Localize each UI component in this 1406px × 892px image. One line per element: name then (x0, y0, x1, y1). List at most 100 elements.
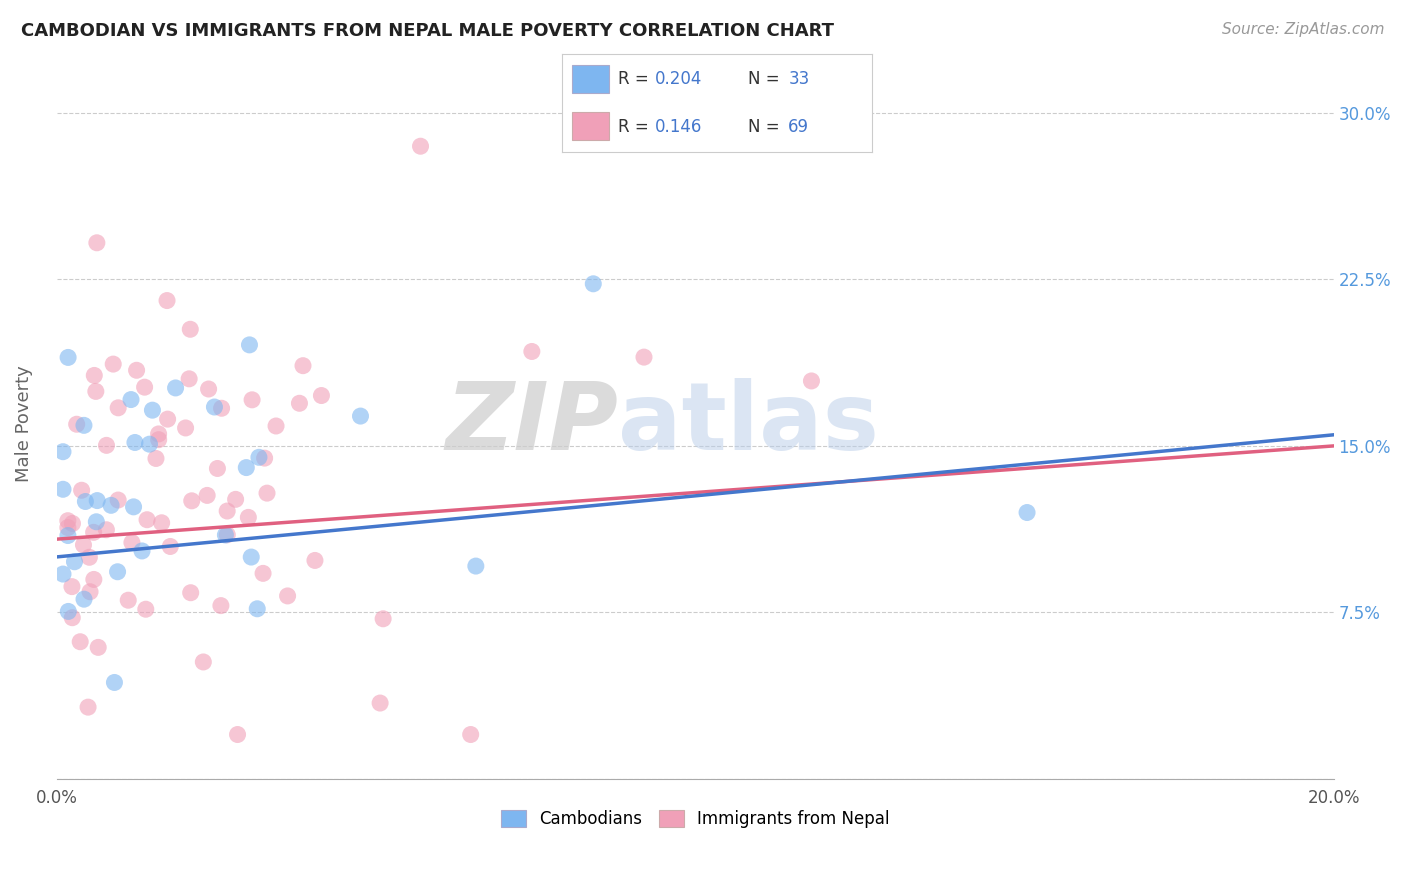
Point (73, 418, 96, 433)
Point (56, 514, 79, 528)
Point (582, 277, 605, 291)
Y-axis label: Male Poverty: Male Poverty (15, 366, 32, 482)
Point (195, 488, 218, 502)
Point (131, 544, 153, 558)
Text: N =: N = (748, 70, 785, 87)
Point (136, 513, 159, 527)
Point (800, 374, 823, 388)
Point (52, 444, 75, 458)
Point (63, 555, 86, 569)
Point (135, 602, 157, 616)
Point (409, 139, 432, 153)
Point (180, 585, 202, 599)
Point (252, 566, 274, 581)
Point (62, 516, 84, 531)
Text: R =: R = (619, 70, 654, 87)
Point (86, 493, 108, 508)
Point (148, 433, 170, 447)
Point (83, 573, 105, 587)
Point (100, 499, 122, 513)
Point (368, 696, 391, 710)
Point (52, 567, 75, 582)
Point (371, 612, 394, 626)
Point (121, 535, 143, 549)
Point (86, 515, 108, 529)
Point (86, 235, 108, 250)
Point (103, 675, 125, 690)
Text: CAMBODIAN VS IMMIGRANTS FROM NEPAL MALE POVERTY CORRELATION CHART: CAMBODIAN VS IMMIGRANTS FROM NEPAL MALE … (21, 22, 834, 40)
Point (225, 492, 247, 507)
Point (633, 350, 655, 364)
Point (124, 435, 146, 450)
Point (87, 640, 110, 655)
Point (107, 401, 129, 415)
Point (460, 727, 482, 741)
Point (107, 493, 129, 508)
Point (235, 460, 257, 475)
Bar (572, 112, 609, 140)
Point (103, 357, 125, 371)
Point (253, 451, 276, 466)
Point (73, 592, 96, 607)
Point (148, 426, 170, 441)
Point (226, 727, 249, 741)
Text: Source: ZipAtlas.com: Source: ZipAtlas.com (1222, 22, 1385, 37)
Text: 69: 69 (789, 118, 810, 136)
Point (238, 338, 260, 352)
Point (120, 392, 142, 407)
Text: 0.146: 0.146 (655, 118, 703, 136)
Point (60, 610, 83, 624)
Point (520, 344, 543, 359)
Point (58, 604, 80, 618)
Point (72, 538, 94, 552)
Point (288, 396, 311, 410)
Point (134, 380, 156, 394)
Point (179, 322, 201, 336)
Point (240, 392, 263, 407)
Text: 0.204: 0.204 (655, 70, 703, 87)
Point (96, 523, 118, 537)
Point (165, 381, 187, 395)
Point (179, 372, 201, 386)
Point (246, 601, 269, 615)
Point (256, 486, 278, 500)
Legend: Cambodians, Immigrants from Nepal: Cambodians, Immigrants from Nepal (494, 803, 896, 835)
Point (56, 351, 79, 365)
Point (204, 400, 226, 414)
Point (156, 293, 179, 308)
Point (56, 528, 79, 542)
Point (52, 483, 75, 497)
Point (211, 401, 233, 416)
Point (217, 504, 239, 518)
Point (117, 593, 139, 607)
Point (240, 550, 263, 565)
Point (75, 494, 97, 508)
Bar (572, 65, 609, 93)
Text: N =: N = (748, 118, 785, 136)
Point (1015, 506, 1038, 520)
Point (96, 438, 118, 452)
Point (209, 599, 232, 613)
Point (156, 412, 179, 426)
Text: ZIP: ZIP (446, 377, 619, 470)
Point (138, 437, 160, 451)
Point (247, 450, 270, 465)
Point (60, 580, 83, 594)
Point (217, 528, 239, 542)
Point (83, 525, 105, 540)
Point (107, 565, 129, 579)
Point (150, 516, 173, 530)
Point (125, 363, 148, 377)
Point (70, 483, 93, 498)
Point (264, 419, 287, 434)
Point (304, 553, 326, 567)
Point (349, 409, 371, 423)
Point (69, 634, 91, 648)
Point (56, 520, 79, 534)
Point (238, 510, 260, 524)
Point (311, 388, 333, 402)
Point (84, 384, 107, 399)
Point (180, 493, 202, 508)
Point (77, 700, 100, 714)
Point (66, 417, 89, 432)
